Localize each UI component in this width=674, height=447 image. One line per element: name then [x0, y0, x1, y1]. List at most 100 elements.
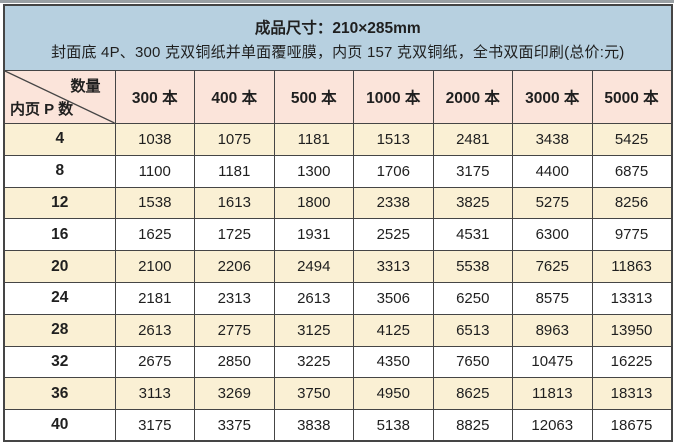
price-cell: 2181	[114, 281, 195, 315]
price-cell: 1100	[114, 154, 195, 188]
price-cell: 18313	[591, 377, 673, 411]
table-row: 32 2675 2850 3225 4350 7650 10475 16225	[3, 345, 673, 379]
price-cell: 6513	[432, 313, 513, 347]
table-title-cell: 成品尺寸：210×285mm 封面底 4P、300 克双铜纸并单面覆哑膜，内页 …	[3, 4, 673, 71]
pages-cell: 40	[3, 409, 116, 442]
pages-cell: 16	[3, 218, 116, 252]
price-cell: 9775	[591, 218, 673, 252]
price-cell: 3175	[432, 154, 513, 188]
price-cell: 2100	[114, 250, 195, 283]
price-cell: 7650	[432, 345, 513, 379]
price-cell: 2850	[194, 345, 275, 379]
price-cell: 3375	[194, 409, 275, 442]
inner-pages-corner-label: 内页 P 数	[10, 101, 74, 118]
price-cell: 2206	[194, 250, 275, 283]
price-cell: 2338	[353, 186, 434, 220]
product-size-text: 成品尺寸：210×285mm	[254, 20, 421, 38]
price-cell: 1038	[114, 123, 195, 156]
price-cell: 13950	[591, 313, 673, 347]
column-header-3000: 3000 本	[512, 70, 593, 124]
price-cell: 4125	[353, 313, 434, 347]
price-cell: 11813	[512, 377, 593, 411]
table-row: 28 2613 2775 3125 4125 6513 8963 13950	[3, 313, 673, 347]
pages-cell: 12	[3, 186, 116, 220]
price-cell: 2613	[273, 281, 354, 315]
price-cell: 3825	[432, 186, 513, 220]
price-cell: 3838	[273, 409, 354, 442]
pages-cell: 4	[3, 123, 116, 156]
column-header-400: 400 本	[194, 70, 275, 124]
price-cell: 3113	[114, 377, 195, 411]
price-cell: 8575	[512, 281, 593, 315]
price-cell: 4531	[432, 218, 513, 252]
price-cell: 12063	[512, 409, 593, 442]
price-cell: 3750	[273, 377, 354, 411]
price-cell: 1800	[273, 186, 354, 220]
pages-cell: 24	[3, 281, 116, 315]
table-row: 16 1625 1725 1931 2525 4531 6300 9775	[3, 218, 673, 252]
price-cell: 4400	[512, 154, 593, 188]
price-cell: 5538	[432, 250, 513, 283]
price-cell: 8963	[512, 313, 593, 347]
price-cell: 2675	[114, 345, 195, 379]
table-row: 36 3113 3269 3750 4950 8625 11813 18313	[3, 377, 673, 411]
price-cell: 13313	[591, 281, 673, 315]
price-cell: 5425	[591, 123, 673, 156]
price-table-body: 4 1038 1075 1181 1513 2481 3438 5425 8 1100 1181 13…	[3, 123, 673, 442]
price-cell: 1300	[273, 154, 354, 188]
price-cell: 6300	[512, 218, 593, 252]
table-row: 4 1038 1075 1181 1513 2481 3438 5425	[3, 123, 673, 156]
price-cell: 7625	[512, 250, 593, 283]
price-cell: 18675	[591, 409, 673, 442]
column-header-row: 数量 内页 P 数 300 本 400 本 500 本 1000 本 2000 …	[3, 70, 673, 124]
spec-description-text: 封面底 4P、300 克双铜纸并单面覆哑膜，内页 157 克双铜纸，全书双面印刷…	[51, 44, 625, 62]
price-cell: 6875	[591, 154, 673, 188]
page-top-edge	[0, 0, 674, 3]
table-row: 12 1538 1613 1800 2338 3825 5275 8256	[3, 186, 673, 220]
column-header-1000: 1000 本	[353, 70, 434, 124]
price-cell: 6250	[432, 281, 513, 315]
price-cell: 1075	[194, 123, 275, 156]
price-cell: 1181	[273, 123, 354, 156]
price-cell: 3175	[114, 409, 195, 442]
table-row: 20 2100 2206 2494 3313 5538 7625 11863	[3, 250, 673, 283]
pages-cell: 20	[3, 250, 116, 283]
price-cell: 3313	[353, 250, 434, 283]
price-table: 成品尺寸：210×285mm 封面底 4P、300 克双铜纸并单面覆哑膜，内页 …	[3, 4, 673, 443]
price-cell: 4350	[353, 345, 434, 379]
column-header-2000: 2000 本	[432, 70, 513, 124]
price-cell: 8256	[591, 186, 673, 220]
price-cell: 3269	[194, 377, 275, 411]
price-cell: 5138	[353, 409, 434, 442]
price-cell: 4950	[353, 377, 434, 411]
price-cell: 2613	[114, 313, 195, 347]
price-cell: 1513	[353, 123, 434, 156]
pages-cell: 32	[3, 345, 116, 379]
price-cell: 2525	[353, 218, 434, 252]
price-cell: 3438	[512, 123, 593, 156]
price-cell: 16225	[591, 345, 673, 379]
column-header-5000: 5000 本	[591, 70, 673, 124]
price-cell: 1625	[114, 218, 195, 252]
price-cell: 10475	[512, 345, 593, 379]
price-cell: 2775	[194, 313, 275, 347]
pages-cell: 8	[3, 154, 116, 188]
column-header-300: 300 本	[114, 70, 195, 124]
table-row: 8 1100 1181 1300 1706 3175 4400 6875	[3, 154, 673, 188]
price-cell: 1706	[353, 154, 434, 188]
corner-cell: 数量 内页 P 数	[3, 70, 116, 124]
price-cell: 1931	[273, 218, 354, 252]
price-cell: 2494	[273, 250, 354, 283]
price-cell: 2481	[432, 123, 513, 156]
price-cell: 5275	[512, 186, 593, 220]
price-cell: 1613	[194, 186, 275, 220]
pages-cell: 36	[3, 377, 116, 411]
quantity-corner-label: 数量	[70, 78, 101, 95]
price-cell: 1725	[194, 218, 275, 252]
column-header-500: 500 本	[273, 70, 354, 124]
table-row: 24 2181 2313 2613 3506 6250 8575 13313	[3, 281, 673, 315]
price-cell: 3125	[273, 313, 354, 347]
table-row: 40 3175 3375 3838 5138 8825 12063 18675	[3, 409, 673, 442]
price-cell: 2313	[194, 281, 275, 315]
title-row: 成品尺寸：210×285mm 封面底 4P、300 克双铜纸并单面覆哑膜，内页 …	[3, 4, 673, 71]
